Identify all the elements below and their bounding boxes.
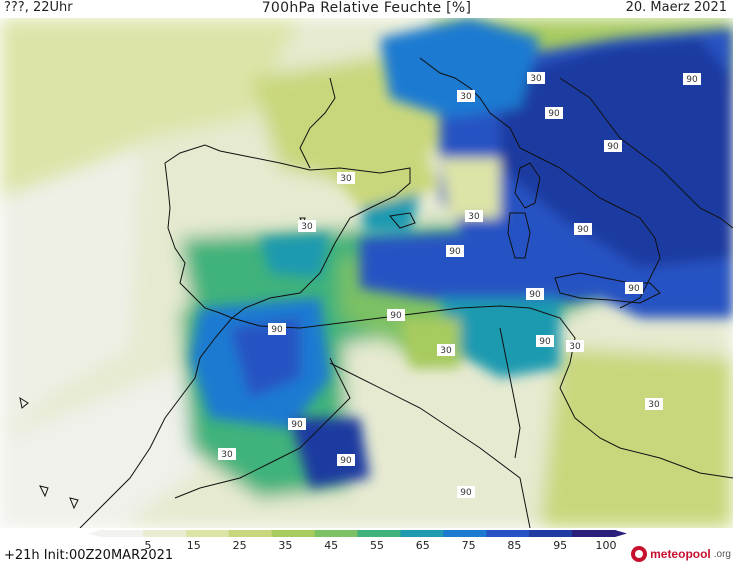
colorbar-max-arrow xyxy=(615,530,627,537)
contour-label: 90 xyxy=(337,454,355,466)
svg-text:30: 30 xyxy=(340,174,352,184)
svg-text:90: 90 xyxy=(529,290,541,300)
contour-label: 90 xyxy=(526,288,544,300)
contour-label: 30 xyxy=(645,398,663,410)
svg-text:30: 30 xyxy=(468,212,480,222)
colorbar-swatch xyxy=(228,530,273,537)
svg-text:30: 30 xyxy=(221,450,233,460)
colorbar-tick-label: 85 xyxy=(507,539,521,550)
svg-text:30: 30 xyxy=(530,74,542,84)
colorbar-tick-label: 65 xyxy=(416,539,430,550)
contour-label: 90 xyxy=(288,418,306,430)
contour-label: 90 xyxy=(574,223,592,235)
logo-text: meteopool xyxy=(650,547,711,561)
colorbar: 5 15 25 35 45 55 65 75 85 95 100 xyxy=(88,530,627,550)
contour-label: 90 xyxy=(536,335,554,347)
colorbar-swatch xyxy=(486,530,530,537)
svg-text:90: 90 xyxy=(607,142,619,152)
svg-text:90: 90 xyxy=(539,337,551,347)
contour-label: 90 xyxy=(387,309,405,321)
contour-label: 90 xyxy=(446,245,464,257)
colorbar-tick-label: 35 xyxy=(278,539,292,550)
colorbar-ticks: 5 15 25 35 45 55 65 75 85 95 100 xyxy=(145,539,617,550)
svg-text:90: 90 xyxy=(548,109,560,119)
meteopool-logo-icon xyxy=(631,546,648,562)
colorbar-swatch xyxy=(100,530,144,537)
colorbar-tick-label: 15 xyxy=(187,539,201,550)
svg-text:90: 90 xyxy=(628,284,640,294)
contour-label: 30 xyxy=(527,72,545,84)
svg-text:30: 30 xyxy=(440,346,452,356)
contour-label: 30 xyxy=(457,90,475,102)
colorbar-swatches xyxy=(88,530,627,537)
colorbar-swatch xyxy=(314,530,358,537)
colorbar-swatch xyxy=(271,530,316,537)
colorbar-min-arrow xyxy=(88,530,100,537)
svg-text:90: 90 xyxy=(686,75,698,85)
colorbar-tick-label: 45 xyxy=(324,539,338,550)
logo-tld: .org xyxy=(713,548,731,560)
map-title: 700hPa Relative Feuchte [%] xyxy=(261,0,472,16)
colorbar-tick-label: 25 xyxy=(233,539,247,550)
colorbar-swatch xyxy=(400,530,444,537)
colorbar-swatch xyxy=(529,530,573,537)
contour-label: 90 xyxy=(457,486,475,498)
coastlines xyxy=(19,57,733,528)
map-date: 20. Maerz 2021 xyxy=(625,0,727,15)
colorbar-swatch xyxy=(572,530,616,537)
colorbar-tick-label: 5 xyxy=(145,539,152,550)
valid-day-label: ???, 22Uhr xyxy=(4,0,73,15)
svg-text:90: 90 xyxy=(291,420,303,430)
colorbar-swatch xyxy=(185,530,230,537)
svg-text:30: 30 xyxy=(301,222,313,232)
contour-label: 30 xyxy=(566,340,584,352)
svg-text:90: 90 xyxy=(271,325,283,335)
colorbar-swatch xyxy=(443,530,487,537)
colorbar-swatch xyxy=(357,530,401,537)
svg-text:30: 30 xyxy=(569,342,581,352)
svg-text:90: 90 xyxy=(390,311,402,321)
svg-text:90: 90 xyxy=(577,225,589,235)
svg-text:30: 30 xyxy=(460,92,472,102)
svg-text:90: 90 xyxy=(460,488,472,498)
svg-text:90: 90 xyxy=(449,247,461,257)
humidity-map: 90 30 90 90 30 30 30 90 90 30 90 90 90 9… xyxy=(0,18,733,528)
contour-label: 90 xyxy=(545,107,563,119)
contour-label: 30 xyxy=(337,172,355,184)
colorbar-swatch xyxy=(142,530,187,537)
contour-label: 30 xyxy=(437,344,455,356)
run-info: +21h Init:00Z20MAR2021 xyxy=(4,548,174,563)
colorbar-tick-label: 100 xyxy=(596,539,617,550)
meteopool-logo[interactable]: meteopool .org xyxy=(631,546,731,562)
contour-label: 30 xyxy=(298,220,316,232)
contour-label: 90 xyxy=(268,323,286,335)
contour-labels: 90 30 90 90 30 30 30 90 90 30 90 90 90 9… xyxy=(218,72,701,498)
colorbar-tick-label: 75 xyxy=(462,539,476,550)
footer: 5 15 25 35 45 55 65 75 85 95 100 +21h Init:00Z20MA… xyxy=(0,528,733,566)
contour-label: 90 xyxy=(604,140,622,152)
contour-label: 90 xyxy=(625,282,643,294)
colorbar-tick-label: 55 xyxy=(370,539,384,550)
header: ???, 22Uhr 700hPa Relative Feuchte [%] 2… xyxy=(0,0,733,18)
svg-text:90: 90 xyxy=(340,456,352,466)
contour-label: 30 xyxy=(465,210,483,222)
svg-text:30: 30 xyxy=(648,400,660,410)
contour-label: 90 xyxy=(683,73,701,85)
contour-label: 30 xyxy=(218,448,236,460)
colorbar-tick-label: 95 xyxy=(553,539,567,550)
